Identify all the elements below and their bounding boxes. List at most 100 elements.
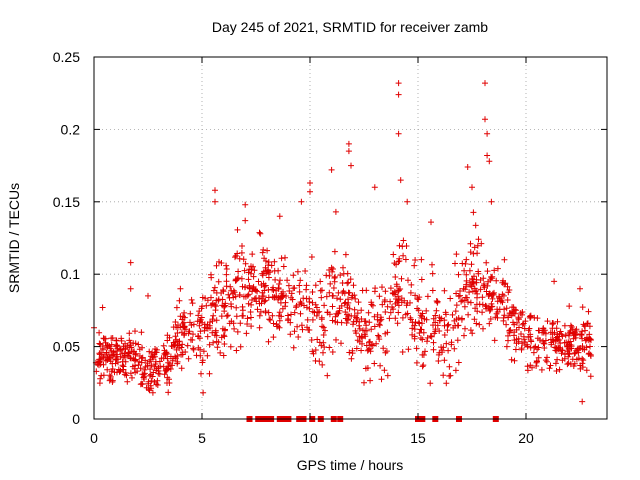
- data-point: [188, 296, 195, 303]
- data-point: [514, 319, 520, 326]
- data-point: [216, 258, 222, 265]
- data-point: [217, 349, 224, 356]
- data-point: [354, 337, 361, 344]
- data-point: [270, 334, 277, 341]
- data-point: [98, 372, 105, 379]
- data-point: [484, 268, 491, 275]
- data-point: [585, 308, 592, 315]
- data-point: [262, 308, 269, 315]
- data-point: [345, 279, 352, 286]
- data-point: [457, 292, 463, 299]
- data-point: [468, 283, 475, 290]
- data-point: [132, 328, 138, 335]
- data-point: [353, 318, 360, 325]
- data-point: [420, 362, 427, 369]
- data-point: [380, 345, 387, 352]
- data-point: [381, 367, 388, 374]
- data-point: [570, 330, 576, 337]
- data-point: [527, 313, 534, 320]
- data-point: [515, 338, 522, 345]
- data-point: [287, 319, 294, 326]
- data-point: [96, 380, 103, 387]
- data-point: [107, 358, 114, 365]
- data-point: [343, 320, 350, 326]
- data-point: [212, 303, 219, 310]
- data-point: [407, 289, 414, 296]
- data-point: [213, 262, 220, 269]
- data-point: [579, 398, 586, 405]
- data-point: [218, 290, 225, 296]
- data-point: [440, 372, 447, 379]
- data-point: [411, 335, 418, 342]
- data-point: [184, 342, 191, 349]
- data-point: [223, 271, 230, 278]
- data-point: [178, 351, 185, 358]
- data-point: [476, 321, 483, 328]
- data-point: [147, 356, 154, 363]
- data-point: [587, 351, 594, 358]
- data-point: [99, 304, 106, 311]
- data-point: [483, 259, 490, 266]
- data-point: [392, 291, 398, 298]
- data-point: [471, 316, 478, 323]
- data-point: [411, 262, 418, 269]
- data-point: [118, 347, 124, 353]
- data-point: [386, 315, 393, 322]
- data-point: [583, 344, 590, 351]
- data-point: [434, 298, 441, 305]
- data-point: [239, 243, 245, 249]
- data-point: [474, 290, 481, 297]
- data-point: [126, 330, 133, 337]
- data-point: [210, 339, 217, 346]
- data-point: [555, 333, 561, 340]
- data-point: [197, 316, 204, 323]
- data-point: [396, 255, 403, 262]
- data-point: [304, 316, 311, 323]
- data-point: [206, 370, 213, 377]
- data-point: [483, 305, 489, 312]
- data-point: [418, 276, 425, 283]
- data-point: [541, 340, 548, 347]
- data-point: [527, 362, 534, 369]
- data-point: [539, 329, 546, 336]
- data-point: [415, 307, 422, 314]
- data-point: [155, 367, 162, 374]
- data-point: [513, 326, 520, 333]
- data-point: [583, 367, 590, 374]
- data-point: [337, 296, 344, 303]
- data-point: [430, 346, 437, 353]
- data-point: [387, 298, 394, 305]
- data-point: [302, 268, 309, 274]
- data-point: [250, 283, 257, 290]
- data-point: [303, 304, 310, 311]
- data-point: [190, 345, 197, 352]
- data-point: [552, 344, 559, 351]
- data-point: [280, 288, 286, 295]
- data-point: [186, 328, 193, 335]
- data-point: [376, 293, 383, 300]
- data-point: [250, 273, 257, 280]
- data-point: [102, 339, 109, 346]
- data-point: [449, 311, 456, 318]
- data-point: [503, 305, 510, 312]
- data-point: [504, 297, 511, 303]
- data-point: [373, 340, 380, 347]
- data-point: [198, 305, 205, 312]
- data-point: [270, 284, 277, 291]
- data-point: [242, 260, 249, 267]
- data-point: [104, 366, 111, 373]
- data-point: [491, 267, 498, 274]
- data-point: [505, 314, 512, 321]
- data-points: [91, 80, 594, 405]
- y-tick-label: 0.25: [53, 49, 80, 65]
- data-point: [249, 297, 255, 303]
- data-point: [171, 342, 178, 349]
- data-point: [262, 264, 269, 271]
- data-point: [210, 312, 217, 319]
- data-point: [543, 358, 550, 365]
- data-point: [568, 345, 575, 352]
- data-point: [345, 140, 352, 147]
- data-point: [524, 363, 531, 370]
- data-point: [477, 286, 484, 293]
- data-point: [233, 347, 240, 354]
